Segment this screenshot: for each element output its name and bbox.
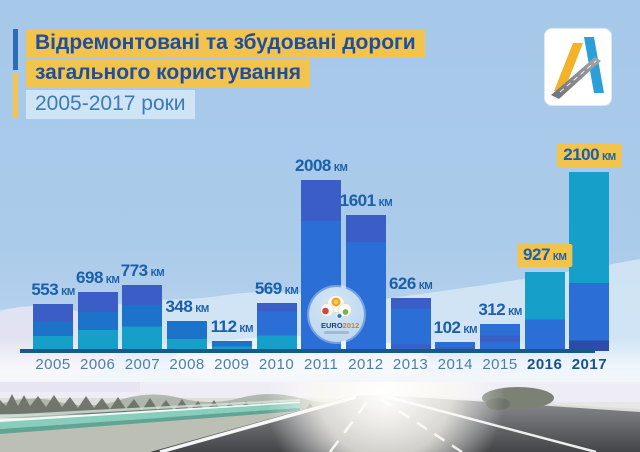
bar-value-label-2013: 626 КМ: [388, 274, 433, 293]
bar-value-label-2005: 553 КМ: [31, 280, 75, 299]
bar-2009: [211, 341, 252, 351]
bar-2017: [569, 172, 610, 351]
bar-2010: [256, 303, 297, 351]
bar-value-label-2015: 312 КМ: [478, 300, 522, 319]
bar-value-label-2006: 698 КМ: [76, 268, 120, 287]
bar-value-label-2007: 773 КМ: [120, 261, 165, 280]
ukravtodor-logo-icon: [551, 37, 604, 99]
bar-value-label-2016: 927 КМ: [517, 244, 573, 267]
year-label-2009: 2009: [214, 356, 250, 373]
year-label-2016: 2016: [527, 356, 563, 373]
bar-value-label-2012: 1601 КМ: [339, 191, 393, 210]
title-line-2: загального користування: [26, 59, 311, 88]
title-accent-blue: [13, 29, 18, 70]
subtitle-years: 2005-2017 роки: [26, 90, 195, 119]
bar-2008: [167, 321, 208, 351]
bar-2016: [524, 272, 565, 351]
title-line-1: Відремонтовані та збудовані дороги: [26, 29, 425, 58]
year-label-2011: 2011: [304, 356, 339, 373]
title-accent-yellow: [13, 73, 18, 118]
year-label-2008: 2008: [169, 356, 205, 373]
bar-value-label-2011: 2008 КМ: [295, 156, 348, 175]
bar-2006: [77, 292, 118, 351]
ukravtodor-logo: [545, 29, 611, 105]
euro-badge-text: EURO2012: [321, 321, 359, 330]
bar-value-label-2009: 112 КМ: [210, 317, 254, 336]
year-label-2006: 2006: [80, 356, 116, 373]
year-label-2017: 2017: [571, 356, 608, 373]
bar-2014: [435, 342, 476, 351]
year-label-2007: 2007: [124, 356, 161, 373]
year-label-2013: 2013: [392, 356, 429, 373]
year-label-2014: 2014: [437, 356, 473, 373]
bar-2015: [480, 324, 520, 351]
year-label-2015: 2015: [482, 356, 518, 373]
year-label-2010: 2010: [258, 356, 295, 373]
bar-value-label-2017: 2100 КМ: [557, 144, 622, 167]
bar-value-label-2010: 569 КМ: [254, 279, 299, 298]
road-photo: [0, 272, 640, 452]
bar-2013: [390, 298, 431, 351]
bar-2007: [122, 285, 163, 351]
x-axis-line: [20, 349, 595, 353]
year-label-2005: 2005: [35, 356, 71, 373]
bar-value-label-2008: 348 КМ: [165, 297, 209, 316]
year-label-2012: 2012: [348, 356, 384, 373]
bar-2005: [33, 304, 73, 351]
bar-value-label-2014: 102 КМ: [433, 318, 478, 337]
euro-2012-icon: EURO2012: [320, 295, 359, 334]
euro-2012-badge: EURO2012: [309, 287, 364, 342]
